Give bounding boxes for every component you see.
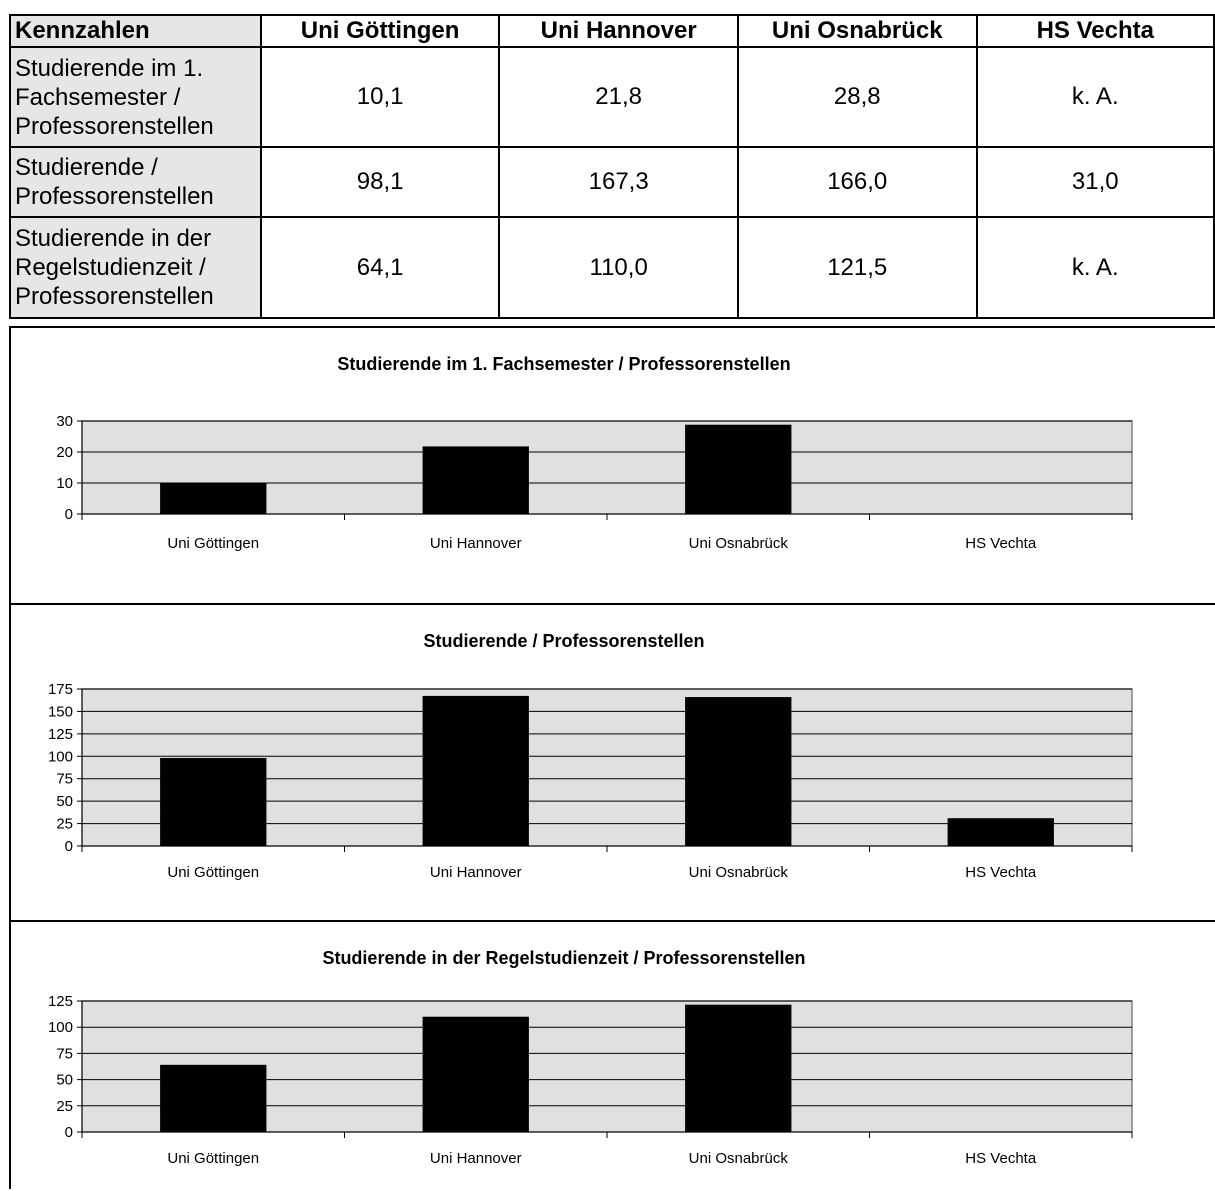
header-cell: HS Vechta <box>975 14 1215 48</box>
bar <box>422 695 529 846</box>
row-label-line: Professorenstellen <box>15 283 214 310</box>
y-tick-label: 75 <box>56 1045 73 1062</box>
table-cell: 10,1 <box>259 46 501 148</box>
table-header-row: Kennzahlen Uni Göttingen Uni Hannover Un… <box>9 14 1215 48</box>
table-cell: 98,1 <box>259 146 501 218</box>
row-label-line: Studierende / <box>15 154 158 181</box>
chart-title: Studierende im 1. Fachsemester / Profess… <box>337 354 790 374</box>
table-cell: 28,8 <box>736 46 978 148</box>
row-label: Studierende / Professorenstellen <box>9 146 262 218</box>
y-tick-label: 25 <box>56 1098 73 1115</box>
row-label-line: Professorenstellen <box>15 183 214 210</box>
category-label: Uni Göttingen <box>167 535 259 552</box>
table-row: Studierende in der Regelstudienzeit / Pr… <box>9 216 1215 319</box>
row-label-line: Fachsemester / <box>15 83 181 111</box>
header-cell: Kennzahlen <box>9 14 262 48</box>
table-row: Studierende / Professorenstellen 98,1 16… <box>9 146 1215 218</box>
bar <box>160 482 267 514</box>
table-cell: 64,1 <box>259 216 501 319</box>
row-label-line: Professorenstellen <box>15 112 214 140</box>
y-tick-label: 100 <box>48 1019 73 1036</box>
row-label-line: Studierende in der <box>15 225 212 252</box>
chart-panel: Studierende in der Regelstudienzeit / Pr… <box>9 920 1215 1189</box>
bar <box>685 697 792 846</box>
y-tick-label: 50 <box>56 1072 73 1089</box>
chart-panel: Studierende im 1. Fachsemester / Profess… <box>9 326 1215 604</box>
table-cell: 110,0 <box>498 216 739 319</box>
chart-title: Studierende / Professorenstellen <box>423 631 704 651</box>
y-tick-label: 30 <box>56 413 73 430</box>
header-cell: Uni Hannover <box>498 14 739 48</box>
y-tick-label: 0 <box>65 1124 73 1141</box>
bar-chart: Studierende in der Regelstudienzeit / Pr… <box>48 948 1133 1167</box>
category-label: HS Vechta <box>965 864 1037 881</box>
row-label-line: Studierende im 1. <box>15 54 204 82</box>
category-label: Uni Osnabrück <box>689 864 789 881</box>
category-label: Uni Osnabrück <box>689 1150 789 1167</box>
bar <box>685 424 792 514</box>
bar <box>422 1016 529 1132</box>
row-label-line: Regelstudienzeit / <box>15 254 206 281</box>
y-tick-label: 75 <box>56 771 73 788</box>
y-tick-label: 50 <box>56 793 73 810</box>
y-tick-label: 10 <box>56 475 73 492</box>
header-cell: Uni Osnabrück <box>736 14 978 48</box>
bar <box>947 818 1054 846</box>
row-label: Studierende im 1. Fachsemester / Profess… <box>9 46 262 148</box>
bar <box>685 1004 792 1132</box>
y-tick-label: 125 <box>48 726 73 743</box>
y-tick-label: 20 <box>56 444 73 461</box>
y-tick-label: 100 <box>48 748 73 765</box>
table-cell: 21,8 <box>498 46 739 148</box>
category-label: Uni Hannover <box>430 535 522 552</box>
bar-chart: Studierende / Professorenstellen 0 25 50 75 1… <box>48 631 1133 881</box>
bar-chart: Studierende im 1. Fachsemester / Profess… <box>56 354 1133 552</box>
category-label: Uni Göttingen <box>167 864 259 881</box>
table-cell: 121,5 <box>736 216 978 319</box>
y-tick-label: 0 <box>65 838 73 855</box>
category-label: HS Vechta <box>965 1150 1037 1167</box>
category-label: Uni Osnabrück <box>689 535 789 552</box>
header-cell: Uni Göttingen <box>259 14 501 48</box>
table-cell: 31,0 <box>975 146 1215 218</box>
bar <box>160 1064 267 1132</box>
table-cell: 166,0 <box>736 146 978 218</box>
y-tick-label: 125 <box>48 993 73 1010</box>
table-cell: 167,3 <box>498 146 739 218</box>
table-row: Studierende im 1. Fachsemester / Profess… <box>9 46 1215 148</box>
worksheet: Kennzahlen Uni Göttingen Uni Hannover Un… <box>9 14 1215 1189</box>
y-tick-label: 25 <box>56 816 73 833</box>
y-tick-label: 150 <box>48 703 73 720</box>
y-tick-label: 175 <box>48 681 73 698</box>
chart-title: Studierende in der Regelstudienzeit / Pr… <box>322 948 805 968</box>
table-cell: k. A. <box>975 46 1215 148</box>
category-label: HS Vechta <box>965 535 1037 552</box>
category-label: Uni Hannover <box>430 864 522 881</box>
bar <box>422 446 529 514</box>
table-cell: k. A. <box>975 216 1215 319</box>
category-label: Uni Hannover <box>430 1150 522 1167</box>
row-label: Studierende in der Regelstudienzeit / Pr… <box>9 216 262 319</box>
y-tick-label: 0 <box>65 506 73 523</box>
chart-panel: Studierende / Professorenstellen 0 25 50 75 1… <box>9 603 1215 923</box>
category-label: Uni Göttingen <box>167 1150 259 1167</box>
kennzahlen-table: Kennzahlen Uni Göttingen Uni Hannover Un… <box>9 14 1215 319</box>
bar <box>160 757 267 846</box>
